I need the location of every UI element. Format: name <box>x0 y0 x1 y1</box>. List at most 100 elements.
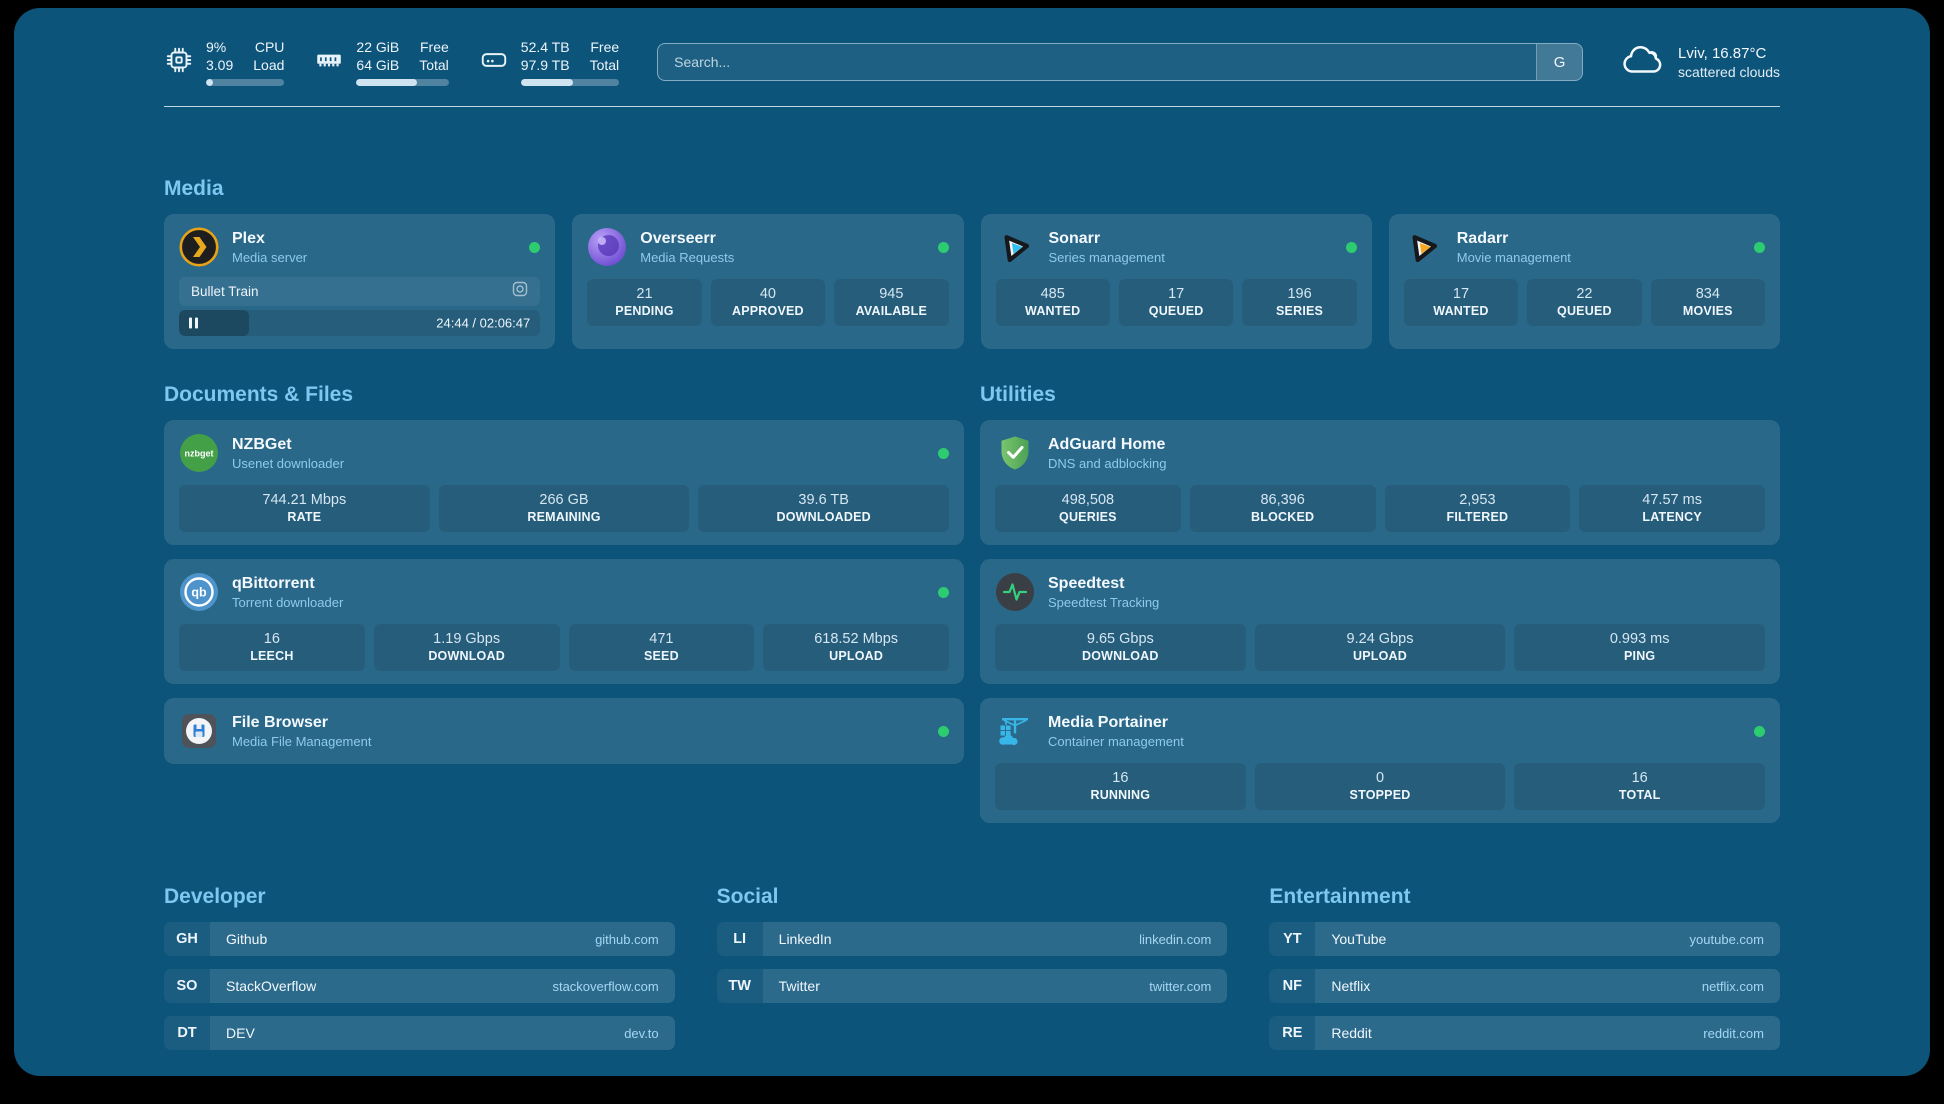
app-card-adguard[interactable]: AdGuard Home DNS and adblocking 498,508 … <box>980 420 1780 545</box>
stat-label: TOTAL <box>1618 788 1661 802</box>
stat-ping: 0.993 ms PING <box>1514 624 1766 671</box>
app-subtitle: Usenet downloader <box>232 455 345 471</box>
link-twitter[interactable]: TW Twitter twitter.com <box>716 969 1228 1003</box>
app-title: AdGuard Home <box>1048 435 1166 453</box>
svg-text:qb: qb <box>191 586 207 600</box>
ram-stat: 22 GiB Free 64 GiB Total <box>314 38 449 86</box>
stat-label: RATE <box>287 510 322 524</box>
stat-value: 744.21 Mbps <box>262 492 347 508</box>
stat-value: 16 <box>263 631 280 647</box>
stat-value: 21 <box>636 286 653 302</box>
video-session-icon[interactable] <box>512 281 528 302</box>
stat-value: 2,953 <box>1459 492 1496 508</box>
stat-label: REMAINING <box>527 510 601 524</box>
cpu-progress-bar <box>206 79 285 86</box>
social-section: Social LI LinkedIn linkedin.com TW Twitt… <box>716 885 1228 1003</box>
stat-queries: 498,508 QUERIES <box>995 485 1181 532</box>
stat-value: 17 <box>1452 286 1470 302</box>
link-youtube[interactable]: YT YouTube youtube.com <box>1269 922 1780 956</box>
stat-label: STOPPED <box>1349 788 1411 802</box>
ram-progress-bar <box>356 79 449 86</box>
social-heading: Social <box>716 885 779 908</box>
app-card-overseerr[interactable]: Overseerr Media Requests 21 PENDING 40 A… <box>572 214 964 349</box>
app-subtitle: Media Requests <box>640 249 735 265</box>
link-name: Github <box>226 931 268 947</box>
app-subtitle: Series management <box>1048 249 1165 265</box>
link-domain: youtube.com <box>1689 931 1764 947</box>
link-name: DEV <box>226 1025 255 1041</box>
link-name: LinkedIn <box>778 931 832 947</box>
stat-upload: 618.52 Mbps UPLOAD <box>763 624 949 671</box>
disk-stat: 52.4 TB Free 97.9 TB Total <box>479 38 620 86</box>
utilities-heading: Utilities <box>980 383 1056 406</box>
portainer-icon <box>995 711 1035 751</box>
search-engine-button[interactable]: G <box>1536 44 1583 80</box>
search-bar: G <box>657 43 1584 81</box>
stat-label: PING <box>1623 649 1656 663</box>
weather-widget[interactable]: Lviv, 16.87°C scattered clouds <box>1621 43 1780 82</box>
ram-free-value: 22 GiB <box>356 39 400 55</box>
stat-downloaded: 39.6 TB DOWNLOADED <box>698 485 950 532</box>
top-bar: 9% CPU 3.09 Load <box>164 38 1780 86</box>
app-card-nzbget[interactable]: nzbget NZBGet Usenet downloader 74 <box>164 420 964 545</box>
playback-progress-bar[interactable]: 24:44 / 02:06:47 <box>179 310 541 336</box>
link-name: StackOverflow <box>226 978 317 994</box>
search-input[interactable] <box>658 44 1537 80</box>
link-domain: reddit.com <box>1703 1025 1764 1041</box>
stat-value: 17 <box>1168 286 1185 302</box>
app-card-portainer[interactable]: Media Portainer Container management 16 … <box>980 698 1780 823</box>
stat-queued: 17 QUEUED <box>1118 279 1234 326</box>
disk-total-value: 97.9 TB <box>520 57 570 73</box>
svg-text:nzbget: nzbget <box>185 449 214 459</box>
ram-free-label: Free <box>420 39 449 55</box>
stat-filtered: 2,953 FILTERED <box>1384 485 1571 532</box>
ram-icon <box>314 45 344 80</box>
stat-label: SERIES <box>1276 304 1324 318</box>
cpu-usage-value: 9% <box>206 39 227 55</box>
link-abbr: TW <box>716 969 763 1003</box>
disk-free-label: Free <box>590 39 620 55</box>
disk-free-value: 52.4 TB <box>520 39 570 55</box>
stat-label: UPLOAD <box>829 649 884 663</box>
disk-icon <box>479 45 509 80</box>
cpu-load-label: Load <box>253 57 285 73</box>
app-card-qbittorrent[interactable]: qb qBittorrent Torrent downloader <box>164 559 964 684</box>
app-card-speedtest[interactable]: Speedtest Speedtest Tracking 9.65 Gbps D… <box>980 559 1780 684</box>
link-linkedin[interactable]: LI LinkedIn linkedin.com <box>716 922 1228 956</box>
link-github[interactable]: GH Github github.com <box>164 922 675 956</box>
link-dev[interactable]: DT DEV dev.to <box>164 1016 675 1050</box>
stat-value: 0 <box>1375 770 1385 786</box>
link-reddit[interactable]: RE Reddit reddit.com <box>1269 1016 1780 1050</box>
sonarr-icon <box>996 227 1036 267</box>
stat-value: 1.19 Gbps <box>433 631 501 647</box>
link-netflix[interactable]: NF Netflix netflix.com <box>1269 969 1780 1003</box>
app-title: Plex <box>232 229 265 247</box>
app-card-filebrowser[interactable]: File Browser Media File Management <box>164 698 964 764</box>
stat-label: DOWNLOAD <box>1082 649 1159 663</box>
stat-value: 618.52 Mbps <box>814 631 899 647</box>
stat-download: 1.19 Gbps DOWNLOAD <box>373 624 560 671</box>
app-card-sonarr[interactable]: Sonarr Series management 485 WANTED 17 Q… <box>980 214 1372 349</box>
media-heading: Media <box>164 177 224 200</box>
stat-value: 86,396 <box>1260 492 1305 508</box>
link-abbr: YT <box>1269 922 1316 956</box>
app-card-radarr[interactable]: Radarr Movie management 17 WANTED 22 QUE… <box>1388 214 1780 349</box>
stat-available: 945 AVAILABLE <box>834 279 949 326</box>
app-subtitle: Torrent downloader <box>232 594 344 610</box>
link-name: YouTube <box>1331 931 1387 947</box>
pause-button[interactable] <box>189 317 198 329</box>
entertainment-heading: Entertainment <box>1269 885 1411 908</box>
link-domain: stackoverflow.com <box>552 978 659 994</box>
media-section: Media Plex Media server <box>164 177 1780 349</box>
stat-download: 9.65 Gbps DOWNLOAD <box>995 624 1246 671</box>
stat-label: APPROVED <box>732 304 804 318</box>
header-divider <box>164 106 1780 107</box>
app-card-plex[interactable]: Plex Media server Bullet Train <box>164 214 556 349</box>
stat-upload: 9.24 Gbps UPLOAD <box>1254 624 1506 671</box>
stat-wanted: 485 WANTED <box>995 279 1110 326</box>
stat-label: LEECH <box>250 649 294 663</box>
stat-wanted: 17 WANTED <box>1403 279 1519 326</box>
link-stackoverflow[interactable]: SO StackOverflow stackoverflow.com <box>164 969 675 1003</box>
cpu-label: CPU <box>254 39 285 55</box>
stat-label: QUEUED <box>1557 304 1612 318</box>
